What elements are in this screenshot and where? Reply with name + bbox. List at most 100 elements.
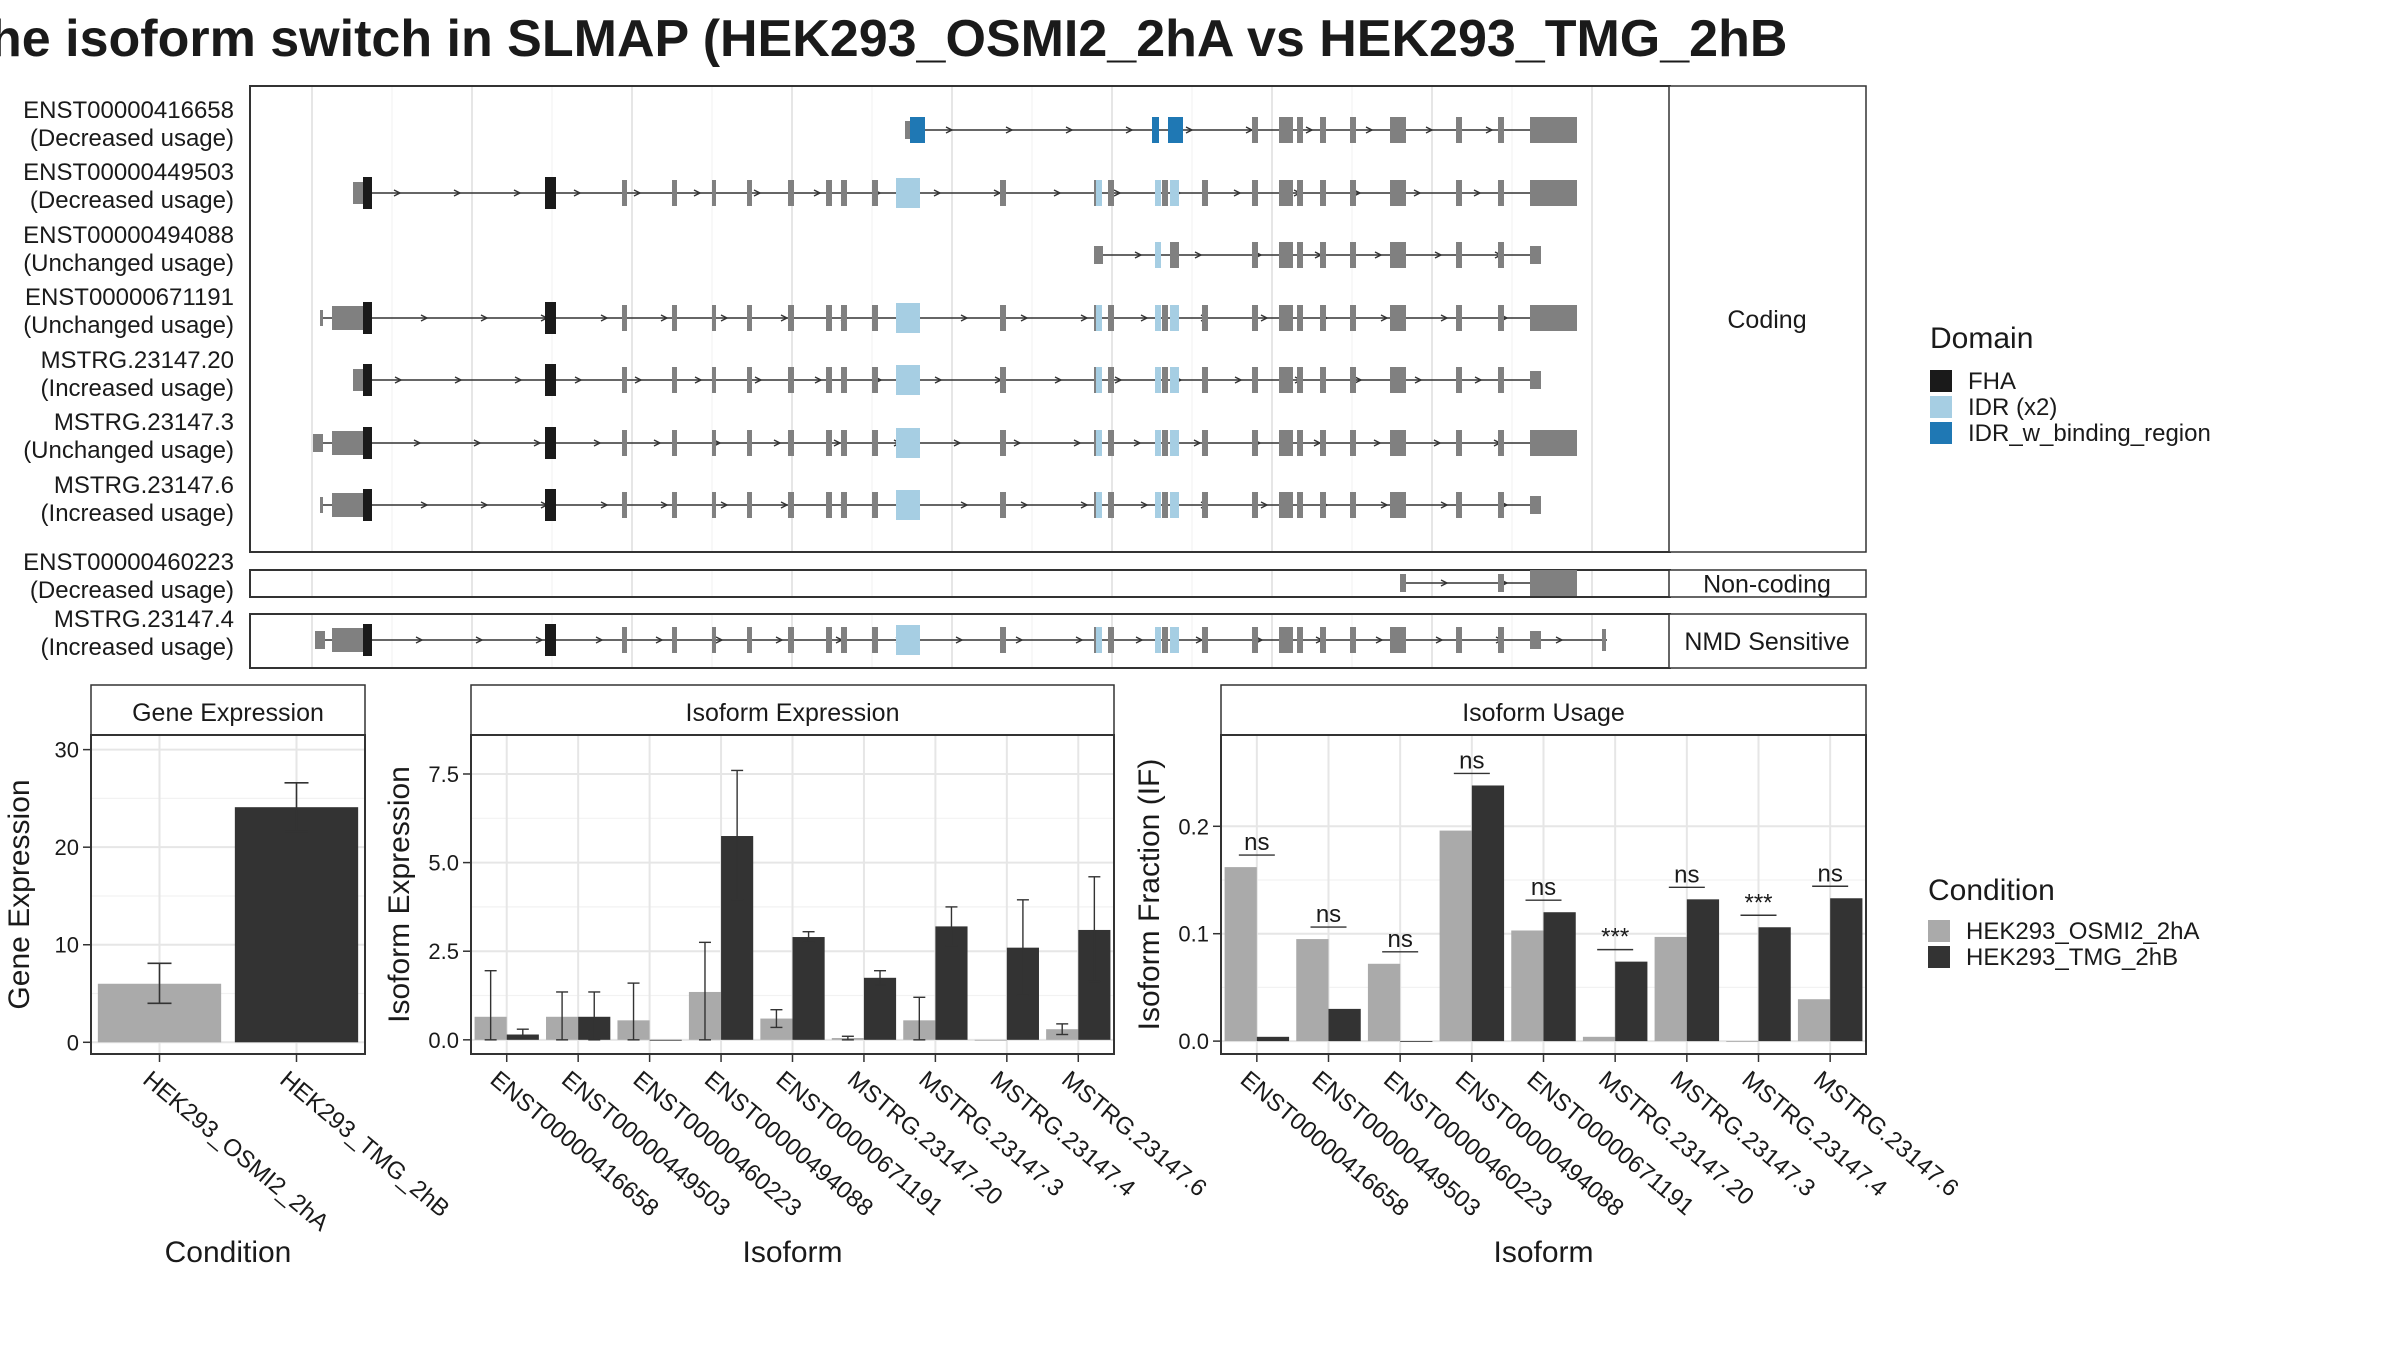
exon-fha [363,489,372,521]
exon [320,310,323,326]
exon [1456,305,1462,331]
exon [872,180,878,206]
bar [1797,999,1831,1042]
exon-utr [1530,305,1577,331]
facet-label: Non-coding [1703,571,1831,599]
condition-legend-label: HEK293_OSMI2_2hA [1966,918,2199,945]
strand-arrow [933,189,942,197]
y-tick-label: 7.5 [428,762,459,787]
bar [1224,867,1257,1042]
exon [1279,180,1293,206]
strand-arrow [780,501,789,509]
bar [792,937,825,1040]
strand-arrow [934,376,943,384]
exon-utr [332,493,363,517]
panel-strip [1220,684,1867,736]
exon [788,367,794,393]
strand-arrow [715,636,724,644]
exon [1498,242,1504,268]
strand-arrow [1185,126,1194,134]
bar [1256,1036,1290,1042]
exon [622,430,627,456]
strand-arrow [1073,439,1082,447]
exon-fha [545,177,556,209]
exon-fha [545,624,556,656]
exon-idr [1155,242,1161,268]
strand-arrow [533,439,542,447]
exon [747,180,752,206]
exon-utr [353,369,363,391]
exon [1252,430,1258,456]
exon [1170,242,1179,268]
exon [872,367,878,393]
transcript-usage: (Unchanged usage) [23,437,234,464]
bar [1328,1008,1361,1042]
exon [1320,117,1326,143]
strand-arrow [1485,126,1494,134]
exon-utr [332,306,363,330]
transcript-label-4: MSTRG.23147.20(Increased usage) [41,347,234,402]
exon [622,492,627,518]
strand-arrow [1435,636,1444,644]
exon-idr [896,490,920,520]
exon [747,367,752,393]
strand-arrow [1354,376,1363,384]
domain-legend-swatch [1930,422,1952,444]
exon-idr [1096,180,1102,206]
exon-idr-binding [1168,117,1183,143]
exon [1162,492,1168,518]
strand-arrow [1414,376,1423,384]
strand-arrow [754,376,763,384]
transcript-usage: (Unchanged usage) [23,312,234,339]
bar [1296,939,1329,1042]
bar [863,977,897,1040]
exon [672,492,677,518]
exon [712,430,716,456]
bar [1367,963,1401,1042]
strand-arrow [1234,376,1243,384]
strand-arrow [480,314,489,322]
exon [1162,627,1168,653]
exon [1279,305,1293,331]
exon [747,627,752,653]
exon [672,430,677,456]
panel-strip [470,684,1115,736]
exon-idr [1155,627,1161,653]
transcript-id: ENST00000494088 [23,222,234,249]
strand-arrow [415,636,424,644]
strand-arrow [1380,501,1389,509]
exon [712,305,716,331]
strand-arrow [1194,251,1203,259]
exon [1279,367,1293,393]
strand-arrow [633,189,642,197]
exon [1456,492,1462,518]
strand-arrow [573,189,582,197]
exon [1390,242,1406,268]
exon [1456,430,1462,456]
exon [1390,117,1406,143]
strand-arrow [1434,251,1443,259]
strand-arrow [955,636,964,644]
transcript-label-8: MSTRG.23147.4(Increased usage) [41,606,234,661]
domain-legend-label: FHA [1968,368,2016,395]
strand-arrow [694,376,703,384]
strand-arrow [1373,439,1382,447]
strand-arrow [1233,189,1242,197]
exon [1456,367,1462,393]
exon [1320,367,1326,393]
exon [1350,627,1356,653]
strand-arrow [1080,314,1089,322]
strand-arrow [453,189,462,197]
exon [826,492,832,518]
exon [1350,242,1356,268]
facet-label: NMD Sensitive [1684,628,1849,656]
bar [1543,912,1576,1042]
strand-arrow [945,126,954,134]
condition-legend-swatch [1928,920,1950,942]
exon [1252,627,1258,653]
strand-arrow [593,439,602,447]
facet-strip [1668,613,1867,669]
exon [1279,627,1293,653]
exon [622,180,627,206]
y-tick-label: 10 [55,933,79,958]
